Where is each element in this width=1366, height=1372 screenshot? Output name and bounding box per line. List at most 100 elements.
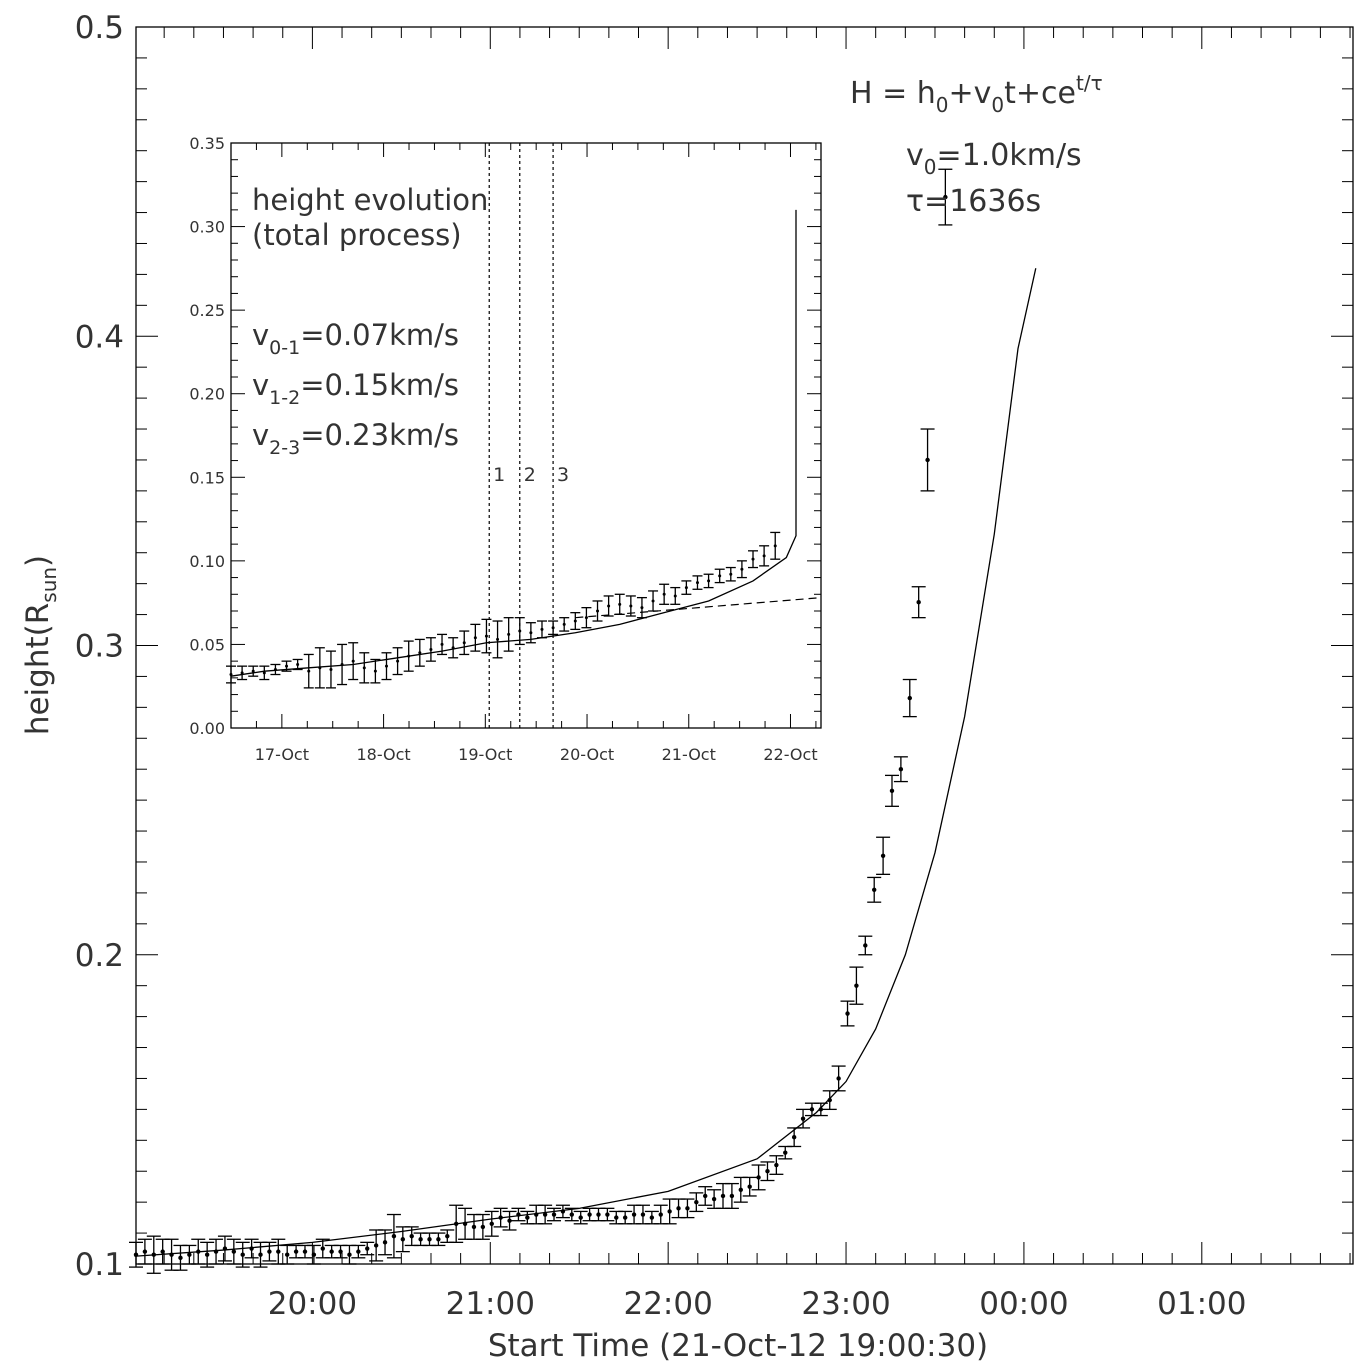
- inset-y-tick-label: 0.15: [189, 468, 225, 487]
- tau-annotation: τ=1636s: [906, 184, 1041, 219]
- point-marker: [863, 943, 868, 948]
- inset-y-tick-label: 0.25: [189, 301, 225, 320]
- data-point: [200, 1241, 215, 1268]
- inset-point-marker: [384, 664, 388, 668]
- data-point: [422, 1232, 437, 1247]
- point-marker: [943, 194, 948, 200]
- data-point: [609, 1210, 624, 1225]
- point-marker: [169, 1252, 174, 1257]
- data-point: [555, 1204, 570, 1219]
- data-point: [760, 1161, 775, 1182]
- point-marker: [276, 1249, 281, 1254]
- point-marker: [605, 1212, 610, 1217]
- data-point: [849, 966, 864, 1005]
- data-point: [413, 1232, 428, 1247]
- x-tick-label: 23:00: [801, 1286, 890, 1322]
- inset-data-point: [237, 665, 248, 681]
- inset-point-marker: [751, 557, 755, 561]
- point-marker: [774, 1162, 779, 1168]
- point-marker: [507, 1218, 512, 1223]
- inset-data-point: [492, 620, 503, 659]
- data-point: [289, 1244, 304, 1259]
- inset-point-marker: [629, 604, 633, 608]
- inset-y-tick-label: 0.10: [189, 552, 225, 571]
- data-point: [813, 1102, 828, 1117]
- inset-data-point: [392, 647, 403, 676]
- data-point: [244, 1238, 259, 1259]
- main-x-axis-title: Start Time (21-Oct-12 19:00:30): [488, 1328, 988, 1364]
- main-axis-ticks: [136, 26, 1353, 1265]
- inset-y-tick-label: 0.00: [189, 719, 225, 738]
- inset-data-point: [714, 568, 725, 584]
- point-marker: [516, 1212, 521, 1217]
- inset-point-marker: [462, 641, 466, 645]
- point-marker: [640, 1212, 646, 1217]
- data-point: [742, 1176, 757, 1197]
- data-point: [369, 1229, 384, 1262]
- point-marker: [329, 1249, 334, 1254]
- inset-y-tick-label: 0.20: [189, 385, 225, 404]
- inset-point-marker: [329, 668, 333, 671]
- inset-axis-ticks: [231, 142, 821, 729]
- inset-data-point: [570, 612, 581, 631]
- data-point: [787, 1127, 802, 1148]
- inset-point-marker: [484, 634, 488, 638]
- data-point: [333, 1244, 348, 1259]
- point-marker: [373, 1243, 379, 1248]
- data-point: [538, 1204, 553, 1225]
- data-point: [262, 1241, 277, 1262]
- point-marker: [418, 1237, 423, 1242]
- data-point: [618, 1210, 633, 1225]
- inset-data-point: [381, 652, 392, 681]
- data-point: [502, 1210, 517, 1231]
- inset-point-marker: [429, 647, 433, 651]
- data-point: [493, 1207, 508, 1228]
- data-point: [324, 1244, 339, 1259]
- inset-x-tick-label: 20-Oct: [560, 745, 614, 764]
- data-point: [404, 1226, 419, 1247]
- data-point: [902, 678, 917, 718]
- data-point: [297, 1244, 312, 1259]
- data-point: [831, 1065, 846, 1092]
- inset-point-marker: [718, 574, 722, 578]
- point-marker: [560, 1209, 566, 1214]
- inset-point-marker: [440, 642, 444, 646]
- data-point: [564, 1207, 579, 1222]
- phase-marker-label: 1: [493, 464, 505, 486]
- inset-point-marker: [273, 668, 277, 671]
- inset-data-point: [370, 658, 381, 684]
- point-marker: [284, 1252, 290, 1257]
- point-marker: [791, 1135, 797, 1140]
- data-point: [342, 1244, 357, 1265]
- point-marker: [222, 1246, 228, 1251]
- point-marker: [587, 1212, 592, 1217]
- inset-point-marker: [496, 637, 500, 641]
- point-marker: [667, 1209, 672, 1214]
- inset-point-marker: [262, 671, 266, 675]
- data-point: [164, 1238, 179, 1271]
- point-marker: [720, 1193, 726, 1199]
- point-marker: [391, 1233, 397, 1239]
- data-point: [191, 1238, 206, 1265]
- inset-data-point: [226, 665, 236, 684]
- inset-data-point: [503, 617, 514, 652]
- inset-point-marker: [729, 572, 733, 576]
- y-tick-label: 0.3: [75, 629, 124, 665]
- inset-point-marker: [573, 619, 577, 623]
- point-marker: [187, 1252, 192, 1257]
- point-marker: [765, 1169, 770, 1174]
- point-marker: [160, 1249, 165, 1254]
- data-point: [209, 1238, 224, 1265]
- y-tick-label: 0.5: [75, 10, 124, 46]
- main-y-axis-title: height(Rsun): [20, 555, 61, 735]
- data-point: [378, 1229, 393, 1256]
- inset-data-point: [314, 647, 325, 689]
- inset-point-marker: [251, 669, 255, 673]
- data-point: [769, 1155, 784, 1175]
- data-point: [653, 1204, 668, 1225]
- point-marker: [578, 1215, 583, 1220]
- data-point: [884, 774, 899, 807]
- inset-point-marker: [673, 594, 677, 598]
- point-marker: [400, 1237, 406, 1242]
